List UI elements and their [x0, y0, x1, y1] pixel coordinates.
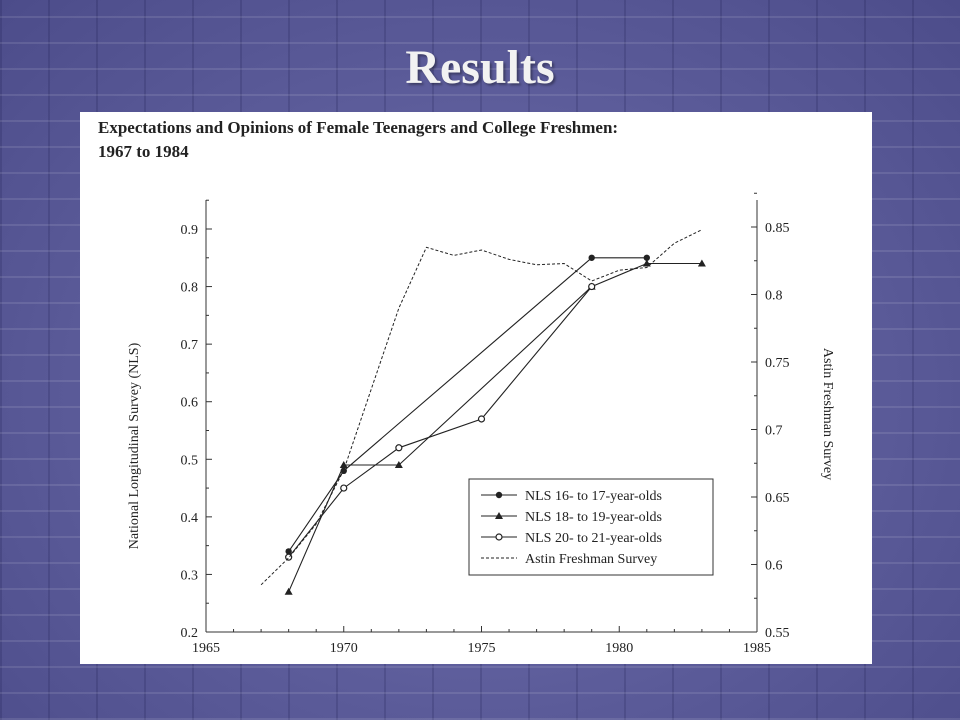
legend-label: Astin Freshman Survey: [525, 552, 657, 567]
data-point: [588, 282, 596, 291]
x-tick-label: 1975: [468, 641, 496, 656]
slide-title: Results: [405, 41, 555, 94]
y-left-tick-label: 0.3: [181, 568, 199, 583]
y-right-tick-label: 0.65: [765, 491, 790, 506]
data-point: [495, 512, 503, 519]
data-point: [642, 259, 651, 267]
series-line-2: [288, 262, 702, 592]
y-right-tick-label: 0.6: [765, 559, 783, 574]
data-point: [588, 254, 595, 261]
data-point: [495, 533, 503, 541]
y-left-tick-label: 0.5: [181, 453, 199, 468]
y-right-tick-label: 0.7: [765, 424, 783, 439]
y-left-tick-label: 0.8: [181, 281, 199, 296]
data-point: [340, 484, 348, 492]
chart-figure: Expectations and Opinions of Female Teen…: [80, 112, 872, 664]
legend-label: NLS 20- to 21-year-olds: [525, 531, 662, 546]
chart-title-line-2: 1967 to 1984: [98, 142, 189, 161]
y-right-tick-label: 0.8: [765, 289, 783, 304]
y-right-tick-label: 0.55: [765, 626, 790, 641]
data-point: [643, 254, 650, 261]
y-left-tick-label: 0.2: [181, 626, 199, 641]
data-point: [395, 444, 403, 452]
legend-label: NLS 16- to 17-year-olds: [525, 489, 662, 504]
x-tick-label: 1970: [330, 641, 358, 656]
y-right-tick-label: 0.85: [765, 221, 790, 236]
y-right-axis-label: Astin Freshman Survey: [820, 348, 835, 480]
x-tick-label: 1980: [605, 641, 633, 656]
line-chart: 1965 1970 1975 1980 1985 0.2 0.3 0.4 0.5 0.6 0.7 0.…: [127, 192, 835, 656]
y-right-tick-label: 0.75: [765, 356, 790, 371]
data-point: [697, 259, 706, 267]
y-left-tick-label: 0.6: [181, 396, 199, 411]
x-tick-label: 1985: [743, 641, 771, 656]
chart-title-line-1: Expectations and Opinions of Female Teen…: [98, 118, 619, 137]
data-point: [495, 491, 503, 499]
data-point: [339, 461, 348, 469]
series-line-4: [260, 229, 703, 586]
y-left-axis-label: National Longitudinal Survey (NLS): [127, 342, 142, 549]
data-point: [477, 415, 486, 423]
chart-title: Expectations and Opinions of Female Teen…: [98, 116, 798, 164]
data-point: [394, 461, 403, 469]
y-left-tick-label: 0.7: [181, 338, 199, 353]
x-tick-label: 1965: [192, 641, 220, 656]
data-point: [285, 548, 292, 555]
y-left-tick-label: 0.4: [181, 511, 199, 526]
series-line-1: [288, 257, 647, 552]
legend-label: NLS 18- to 19-year-olds: [525, 510, 662, 525]
y-left-tick-label: 0.9: [181, 223, 199, 238]
data-point: [284, 587, 293, 595]
